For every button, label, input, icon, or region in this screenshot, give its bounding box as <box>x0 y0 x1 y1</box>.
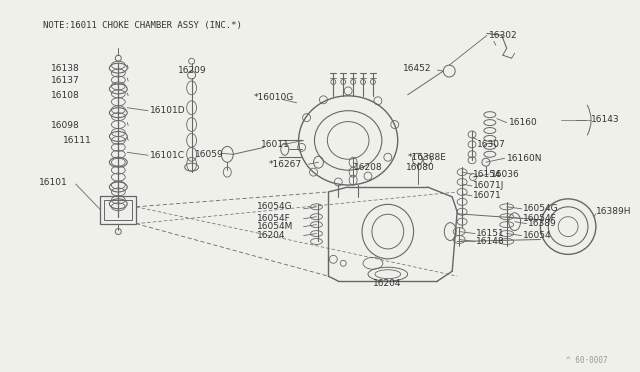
Text: 16389H: 16389H <box>596 207 632 216</box>
Text: 16111: 16111 <box>63 136 92 145</box>
Text: 16148: 16148 <box>476 237 504 246</box>
Text: 16071: 16071 <box>473 192 502 201</box>
Text: 16307: 16307 <box>477 140 506 149</box>
Text: 16108: 16108 <box>51 92 79 100</box>
Text: 16208: 16208 <box>354 163 383 171</box>
Text: 16389: 16389 <box>527 219 556 228</box>
Text: 16138: 16138 <box>51 64 79 73</box>
Text: 16452: 16452 <box>403 64 431 73</box>
Text: 16204: 16204 <box>373 279 401 288</box>
Text: 16302: 16302 <box>489 31 518 40</box>
Text: 16154: 16154 <box>473 170 502 179</box>
Text: 16209: 16209 <box>178 65 206 74</box>
Text: 16054F: 16054F <box>257 214 291 223</box>
Text: 16204: 16204 <box>257 231 285 240</box>
Text: 16101D: 16101D <box>150 106 186 115</box>
Text: 16054: 16054 <box>522 231 551 240</box>
Text: ^ 60·0007: ^ 60·0007 <box>566 356 608 365</box>
Text: 16054G: 16054G <box>522 204 558 213</box>
Text: 16054M: 16054M <box>257 222 293 231</box>
Text: 16036: 16036 <box>491 170 520 179</box>
Text: 16059: 16059 <box>195 150 223 159</box>
Text: 16160: 16160 <box>509 118 538 127</box>
Text: 16143: 16143 <box>591 115 620 124</box>
Text: 16151: 16151 <box>476 229 505 238</box>
Text: 16160N: 16160N <box>507 154 542 163</box>
Text: *16010G: *16010G <box>254 93 294 102</box>
Text: 16137: 16137 <box>51 77 79 86</box>
Bar <box>104 200 132 220</box>
Text: 16071J: 16071J <box>473 182 504 190</box>
Text: *16267: *16267 <box>269 160 302 169</box>
Text: NOTE:16011 CHOKE CHAMBER ASSY (INC.*): NOTE:16011 CHOKE CHAMBER ASSY (INC.*) <box>43 21 242 30</box>
Bar <box>100 196 136 224</box>
Text: 16080: 16080 <box>406 163 435 171</box>
Text: 16101: 16101 <box>39 177 68 186</box>
Text: 16101C: 16101C <box>150 151 185 160</box>
Text: 16054F: 16054F <box>522 214 556 223</box>
Text: 16098: 16098 <box>51 121 79 130</box>
Text: 16054G: 16054G <box>257 202 292 211</box>
Text: *16388E: *16388E <box>408 153 447 162</box>
Text: 16011: 16011 <box>261 140 290 149</box>
